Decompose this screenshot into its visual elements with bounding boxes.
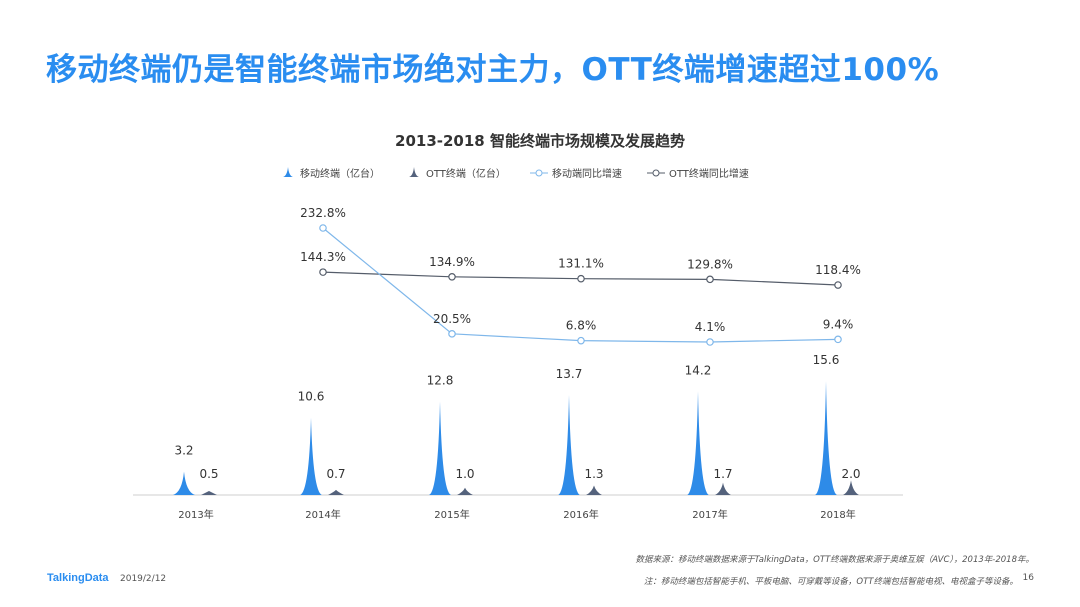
bar-ott — [457, 487, 473, 495]
bar-ott — [586, 485, 602, 495]
data-source-note: 数据来源：移动终端数据来源于TalkingData，OTT终端数据来源于奥维互娱… — [635, 555, 1034, 565]
bar-label-ott: 2.0 — [841, 467, 860, 481]
mobile-growth-label: 20.5% — [433, 312, 471, 326]
bar-label-mobile: 3.2 — [174, 444, 193, 458]
x-tick-label: 2018年 — [820, 508, 855, 521]
bar-label-mobile: 13.7 — [556, 367, 583, 381]
ott-growth-label: 144.3% — [300, 250, 346, 264]
ott-growth-point — [706, 275, 714, 284]
bar-mobile — [687, 391, 709, 495]
legend-marker-point — [652, 169, 660, 177]
bar-ott — [843, 480, 859, 495]
remark-note: 注：移动终端包括智能手机、平板电脑、可穿戴等设备，OTT终端包括智能电视、电视盒… — [643, 577, 1018, 587]
brand-logo: TalkingData — [47, 572, 109, 584]
bar-mobile — [815, 381, 837, 495]
bar-label-mobile: 14.2 — [685, 363, 712, 377]
x-tick-label: 2014年 — [305, 508, 340, 521]
bar-ott — [715, 482, 731, 495]
bar-mobile — [300, 417, 322, 495]
x-tick-label: 2017年 — [692, 508, 727, 521]
mobile-growth-label: 9.4% — [823, 317, 854, 331]
footer-date: 2019/2/12 — [120, 574, 167, 584]
ott-growth-point — [577, 274, 585, 283]
bar-label-ott: 0.5 — [199, 467, 218, 481]
x-tick-label: 2015年 — [434, 508, 469, 521]
legend-label: OTT终端同比增速 — [669, 167, 749, 180]
ott-growth-label: 118.4% — [815, 263, 861, 277]
x-tick-label: 2013年 — [178, 508, 213, 521]
bar-mobile — [173, 471, 195, 495]
bar-label-ott: 0.7 — [326, 467, 345, 481]
mobile-growth-point — [448, 330, 456, 338]
ott-growth-point — [319, 268, 327, 276]
legend-marker-point — [535, 169, 543, 177]
bar-mobile — [429, 401, 451, 495]
ott-growth-label: 129.8% — [687, 257, 733, 271]
mobile-growth-point — [577, 336, 585, 345]
legend-label: OTT终端（亿台） — [426, 167, 506, 180]
ott-growth-point — [448, 273, 456, 281]
page-headline: 移动终端仍是智能终端市场绝对主力，OTT终端增速超过100% — [46, 52, 940, 88]
bar-label-ott: 1.0 — [455, 467, 474, 481]
legend-marker-bar — [283, 167, 293, 177]
legend-label: 移动终端（亿台） — [300, 167, 380, 180]
ott-growth-label: 131.1% — [558, 257, 604, 271]
ott-growth-label: 134.9% — [429, 255, 475, 269]
mobile-growth-point — [706, 338, 714, 346]
bar-ott — [201, 491, 217, 495]
legend-label: 移动端同比增速 — [552, 167, 622, 180]
bar-label-mobile: 12.8 — [427, 374, 454, 388]
bar-mobile — [558, 394, 580, 495]
bar-label-mobile: 10.6 — [298, 390, 325, 404]
chart-title: 2013-2018 智能终端市场规模及发展趋势 — [395, 132, 685, 150]
bar-label-ott: 1.7 — [713, 467, 732, 481]
mobile-growth-point — [319, 224, 327, 232]
bar-label-mobile: 15.6 — [813, 353, 840, 367]
x-tick-label: 2016年 — [563, 508, 598, 521]
mobile-growth-point — [834, 335, 842, 344]
mobile-growth-label: 232.8% — [300, 206, 346, 220]
bar-ott — [328, 489, 344, 495]
mobile-growth-label: 6.8% — [566, 319, 597, 333]
ott-growth-point — [834, 281, 842, 289]
bar-label-ott: 1.3 — [584, 467, 603, 481]
legend-marker-bar — [409, 167, 419, 177]
page-number: 16 — [1022, 573, 1034, 583]
mobile-growth-label: 4.1% — [695, 320, 726, 334]
